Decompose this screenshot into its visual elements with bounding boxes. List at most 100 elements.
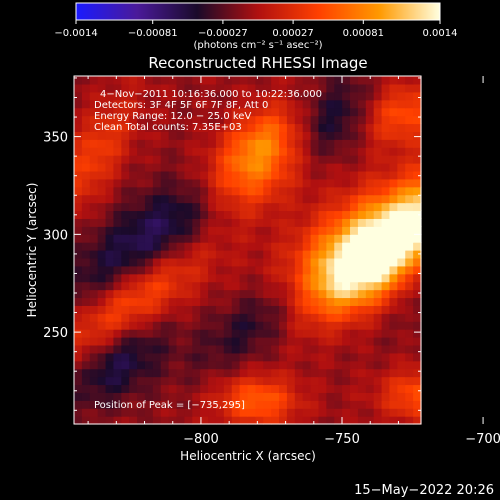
heatmap-cell bbox=[239, 202, 249, 212]
heatmap-cell bbox=[137, 163, 146, 172]
heatmap-cell bbox=[231, 250, 241, 259]
heatmap-cell bbox=[74, 352, 83, 362]
heatmap-cell bbox=[294, 163, 304, 172]
heatmap-cell bbox=[381, 416, 391, 425]
heatmap-cell bbox=[310, 99, 320, 109]
heatmap-cell bbox=[200, 360, 209, 370]
heatmap-cell bbox=[176, 202, 186, 212]
heatmap-cell bbox=[286, 131, 296, 140]
heatmap-cell bbox=[121, 186, 130, 196]
heatmap-cell bbox=[334, 384, 343, 393]
heatmap-cell bbox=[279, 163, 288, 172]
heatmap-cell bbox=[326, 107, 335, 117]
heatmap-cell bbox=[255, 392, 264, 401]
chart-title: Reconstructed RHESSI Image bbox=[148, 54, 367, 72]
heatmap-cell bbox=[215, 91, 225, 101]
heatmap-cell bbox=[310, 226, 320, 235]
heatmap-cell bbox=[223, 99, 233, 109]
heatmap-cell bbox=[334, 234, 343, 243]
heatmap-cell bbox=[381, 329, 391, 338]
heatmap-cell bbox=[129, 115, 138, 125]
heatmap-cell bbox=[223, 163, 233, 172]
heatmap-cell bbox=[350, 344, 359, 354]
heatmap-cell bbox=[200, 368, 209, 378]
heatmap-cell bbox=[381, 186, 391, 196]
heatmap-cell bbox=[129, 281, 138, 291]
heatmap-cell bbox=[200, 131, 209, 140]
heatmap-cell bbox=[318, 163, 327, 172]
heatmap-cell bbox=[357, 321, 367, 330]
heatmap-cell bbox=[263, 281, 272, 291]
heatmap-cell bbox=[152, 392, 162, 401]
heatmap-cell bbox=[200, 76, 209, 85]
heatmap-cell bbox=[397, 400, 406, 409]
heatmap-cell bbox=[184, 344, 193, 354]
heatmap-cell bbox=[176, 313, 186, 322]
heatmap-cell bbox=[318, 234, 327, 243]
heatmap-cell bbox=[334, 392, 343, 401]
heatmap-cell bbox=[326, 242, 335, 251]
heatmap-cell bbox=[365, 250, 375, 259]
heatmap-cell bbox=[326, 131, 335, 140]
heatmap-cell bbox=[113, 265, 122, 275]
heatmap-cell bbox=[223, 321, 233, 330]
heatmap-cell bbox=[215, 234, 225, 243]
heatmap-cell bbox=[263, 131, 272, 140]
heatmap-cell bbox=[326, 194, 335, 204]
heatmap-cell bbox=[160, 155, 170, 164]
heatmap-cell bbox=[239, 250, 249, 259]
heatmap-cell bbox=[239, 265, 249, 275]
heatmap-cell bbox=[342, 163, 351, 172]
heatmap-cell bbox=[413, 408, 422, 417]
heatmap-cell bbox=[168, 392, 178, 401]
heatmap-cell bbox=[342, 194, 351, 204]
heatmap-cell bbox=[326, 376, 335, 386]
heatmap-cell bbox=[373, 400, 383, 409]
heatmap-cell bbox=[405, 170, 414, 180]
heatmap-cell bbox=[413, 115, 422, 125]
heatmap-cell bbox=[357, 147, 367, 156]
heatmap-cell bbox=[176, 265, 186, 275]
heatmap-cell bbox=[105, 305, 115, 314]
heatmap-cell bbox=[397, 99, 406, 109]
heatmap-cell bbox=[263, 83, 272, 93]
heatmap-cell bbox=[397, 392, 406, 401]
heatmap-cell bbox=[176, 384, 186, 393]
heatmap-cell bbox=[184, 289, 193, 299]
heatmap-cell bbox=[231, 99, 241, 109]
heatmap-cell bbox=[192, 289, 201, 299]
heatmap-cell bbox=[255, 257, 264, 267]
heatmap-cell bbox=[365, 202, 375, 212]
heatmap-cell bbox=[223, 131, 233, 140]
heatmap-cell bbox=[192, 83, 201, 93]
heatmap-cell bbox=[342, 297, 351, 306]
heatmap-cell bbox=[152, 226, 162, 235]
heatmap-cell bbox=[357, 210, 367, 219]
heatmap-cell bbox=[334, 329, 343, 338]
heatmap-cell bbox=[231, 234, 241, 243]
heatmap-cell bbox=[97, 265, 107, 275]
heatmap-cell bbox=[81, 368, 91, 378]
heatmap-cell bbox=[286, 107, 296, 117]
heatmap-cell bbox=[334, 115, 343, 125]
heatmap-cell bbox=[310, 115, 320, 125]
heatmap-cell bbox=[121, 202, 130, 212]
heatmap-cell bbox=[255, 99, 264, 109]
heatmap-cell bbox=[152, 123, 162, 132]
heatmap-cell bbox=[215, 376, 225, 386]
heatmap-cell bbox=[342, 234, 351, 243]
heatmap-cell bbox=[334, 83, 343, 93]
heatmap-cell bbox=[231, 242, 241, 251]
heatmap-cell bbox=[105, 392, 115, 401]
heatmap-cell bbox=[286, 83, 296, 93]
heatmap-cell bbox=[397, 83, 406, 93]
heatmap-cell bbox=[413, 250, 422, 259]
heatmap-cell bbox=[137, 218, 146, 227]
heatmap-cell bbox=[247, 305, 256, 314]
heatmap-cell bbox=[247, 329, 256, 338]
heatmap-cell bbox=[271, 242, 280, 251]
heatmap-cell bbox=[413, 273, 422, 283]
heatmap-cell bbox=[192, 416, 201, 425]
heatmap-cell bbox=[137, 297, 146, 306]
heatmap-cell bbox=[294, 76, 304, 85]
